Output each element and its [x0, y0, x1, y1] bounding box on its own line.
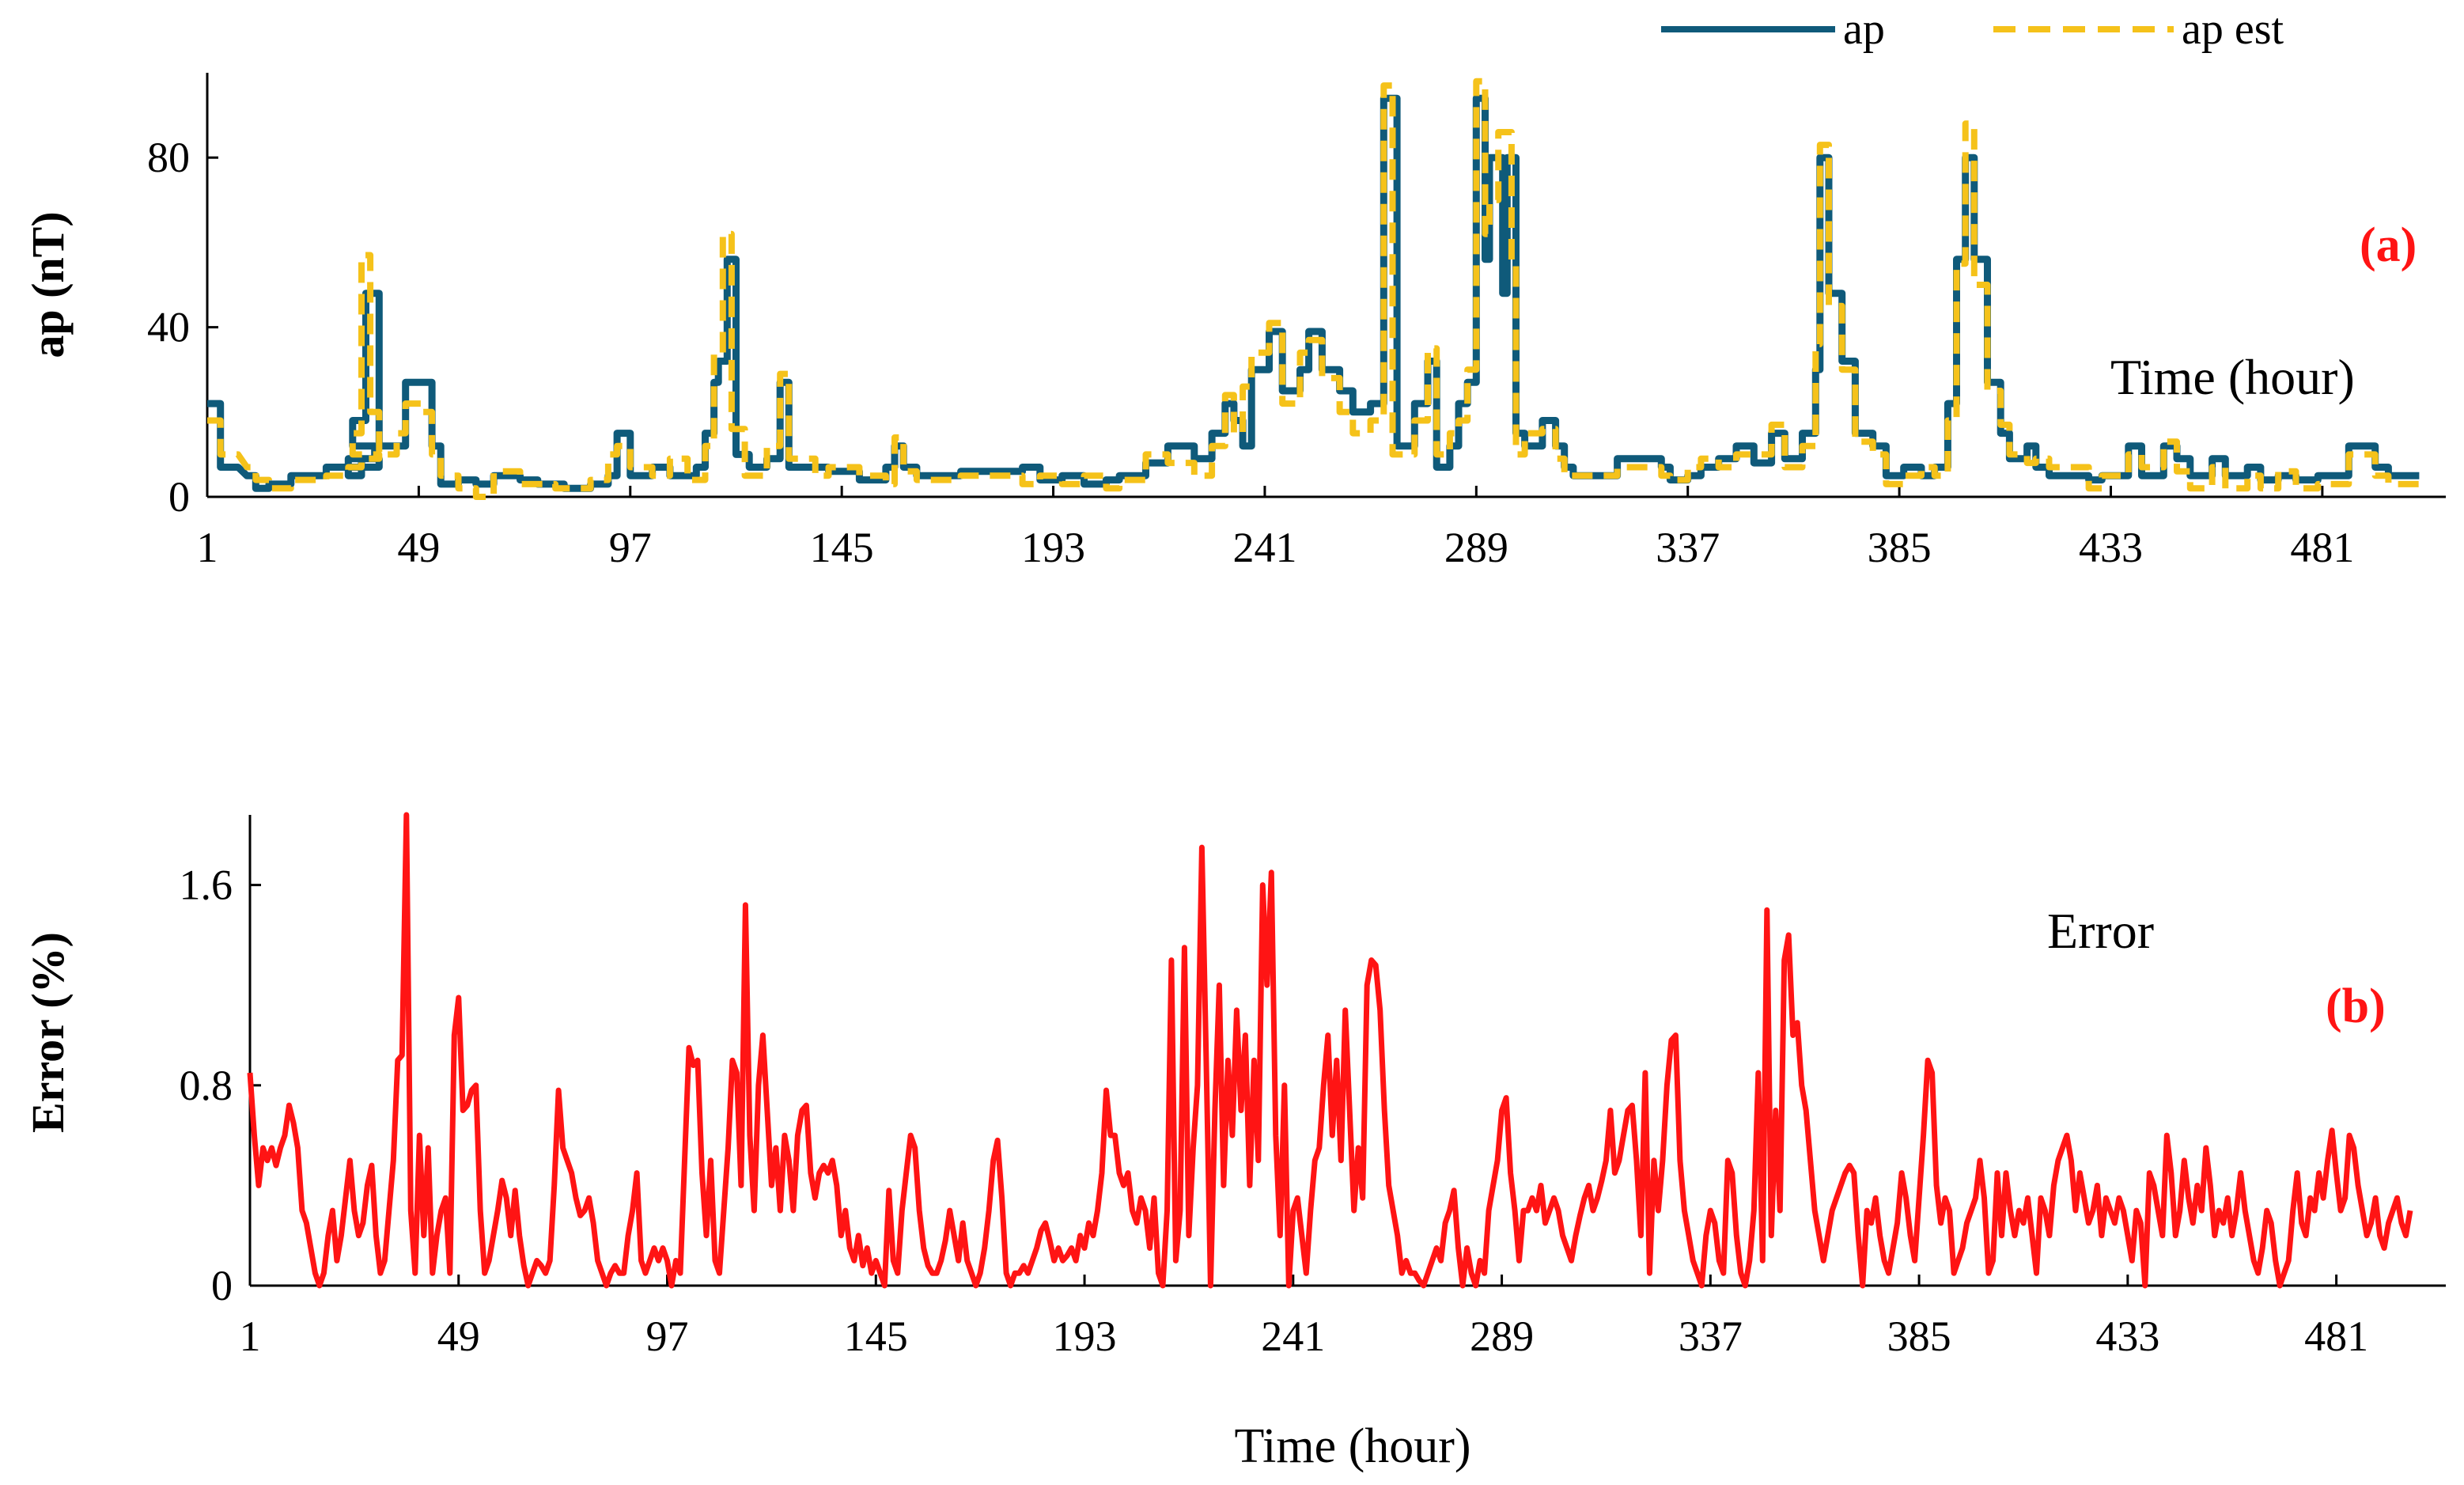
panel-b-series: [247, 812, 2413, 1289]
panel-b-ytick-label: 0.8: [180, 1062, 233, 1109]
panel-b-xtick-label: 433: [2095, 1313, 2159, 1360]
panel-a: 0 40 80 1 49 97 145 193 241 289 337 385 433 481 ap (…: [22, 5, 2446, 571]
panel-b-ytick-label: 0: [211, 1262, 233, 1309]
panel-a-xtick-label: 481: [2290, 524, 2354, 571]
panel-b-xtick-label: 145: [844, 1313, 908, 1360]
legend-ap-label: ap: [1843, 5, 1885, 54]
panel-a-xtick-label: 241: [1232, 524, 1296, 571]
panel-b-xtick-label: 49: [437, 1313, 480, 1360]
panel-b-xtick-label: 337: [1679, 1313, 1743, 1360]
panel-b-xtick-label: 481: [2304, 1313, 2368, 1360]
panel-b-xtick-label: 97: [646, 1313, 689, 1360]
panel-a-xtick-label: 193: [1021, 524, 1085, 571]
panel-a-annotation: Time (hour): [2110, 349, 2355, 405]
panel-a-series-ap: [207, 94, 2420, 492]
panel-a-xtick-label: 1: [197, 524, 218, 571]
panel-a-y-ticks: 0 40 80: [147, 134, 218, 521]
panel-b-xtick-label: 385: [1887, 1313, 1951, 1360]
panel-b-tag: (b): [2326, 979, 2386, 1033]
panel-a-ytick-label: 80: [147, 134, 190, 181]
panel-a-x-ticks: 1 49 97 145 193 241 289 337 385 433 481: [197, 486, 2354, 571]
panel-b-xtick-label: 241: [1261, 1313, 1325, 1360]
panel-b-x-ticks: 1 49 97 145 193 241 289 337 385 433 481: [240, 1275, 2368, 1360]
panel-a-xtick-label: 385: [1868, 524, 1932, 571]
panel-b-y-ticks: 0 0.8 1.6: [180, 862, 261, 1309]
panel-b-ytick-label: 1.6: [180, 862, 233, 909]
panel-a-ytick-label: 40: [147, 304, 190, 351]
panel-b-xtick-label: 1: [240, 1313, 261, 1360]
panel-a-series: [207, 78, 2420, 500]
panel-b-annotation: Error: [2047, 903, 2154, 959]
panel-a-xtick-label: 49: [397, 524, 440, 571]
panel-a-xtick-label: 337: [1656, 524, 1720, 571]
panel-b-series-error: [247, 812, 2413, 1289]
panel-a-series-ap-est: [207, 78, 2420, 500]
panel-b-xtick-label: 193: [1053, 1313, 1117, 1360]
panel-a-ylabel: ap (nT): [22, 211, 74, 358]
panel-b-xlabel: Time (hour): [1234, 1419, 1470, 1473]
panel-a-ytick-label: 0: [168, 473, 190, 521]
panel-a-tag: (a): [2360, 218, 2417, 272]
panel-b-xtick-label: 289: [1470, 1313, 1534, 1360]
panel-a-xtick-label: 97: [609, 524, 652, 571]
panel-a-xtick-label: 145: [810, 524, 874, 571]
panel-a-xtick-label: 289: [1444, 524, 1508, 571]
panel-a-xtick-label: 433: [2079, 524, 2143, 571]
legend: ap ap est: [1661, 5, 2284, 54]
legend-ap-est-label: ap est: [2182, 5, 2284, 54]
panel-b: 0 0.8 1.6 1 49 97 145 193 241 289 337 385 433 481 Er…: [22, 812, 2446, 1473]
panel-b-ylabel: Error (%): [22, 932, 74, 1133]
